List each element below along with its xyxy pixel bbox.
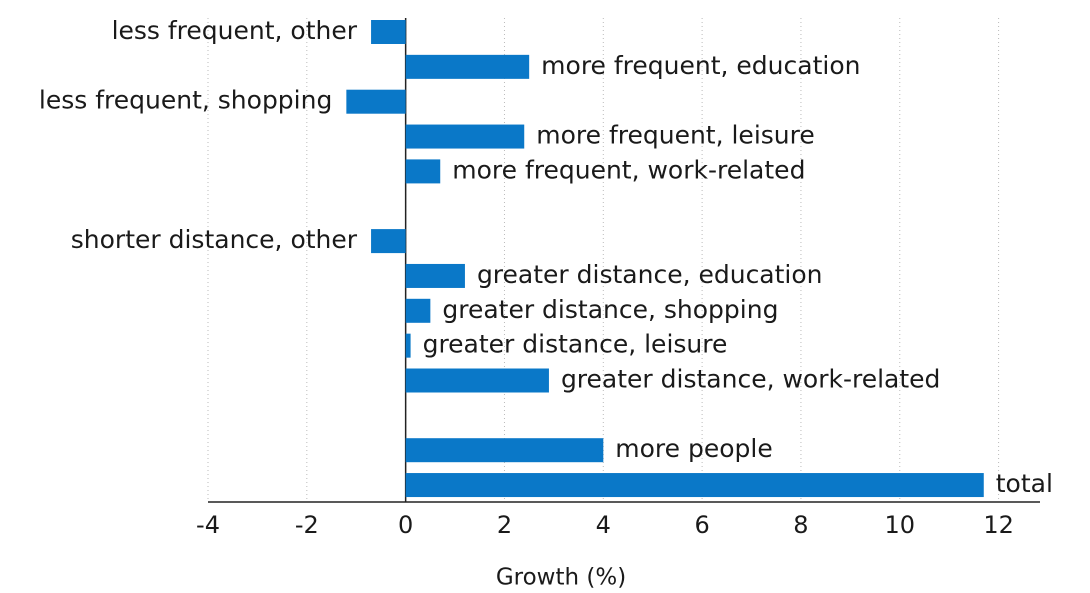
category-label: more frequent, leisure bbox=[536, 121, 815, 150]
bar bbox=[405, 159, 441, 184]
bar bbox=[405, 298, 431, 323]
x-axis-label: Growth (%) bbox=[496, 565, 626, 591]
x-tick-label: 6 bbox=[694, 511, 709, 539]
category-label: greater distance, leisure bbox=[423, 330, 728, 359]
category-label: total bbox=[996, 469, 1053, 498]
category-label: less frequent, other bbox=[112, 16, 358, 45]
x-tick-label: 0 bbox=[398, 511, 413, 539]
category-label: less frequent, shopping bbox=[39, 86, 332, 115]
bar bbox=[405, 263, 465, 288]
x-tick-label: 4 bbox=[596, 511, 611, 539]
category-label: shorter distance, other bbox=[71, 225, 358, 254]
x-tick-label: 2 bbox=[497, 511, 512, 539]
x-tick-label: 8 bbox=[793, 511, 808, 539]
bar bbox=[405, 333, 411, 358]
category-label: more frequent, education bbox=[541, 51, 860, 80]
bar bbox=[346, 89, 406, 114]
bar bbox=[371, 229, 406, 254]
category-label: greater distance, shopping bbox=[442, 295, 778, 324]
x-tick-label: -4 bbox=[196, 511, 220, 539]
category-label: more frequent, work-related bbox=[452, 155, 805, 184]
bar bbox=[371, 20, 406, 44]
x-tick-label: 12 bbox=[983, 511, 1014, 539]
category-label: greater distance, education bbox=[477, 260, 823, 289]
x-tick-label: -2 bbox=[295, 511, 319, 539]
bar bbox=[405, 473, 984, 498]
category-label: greater distance, work-related bbox=[561, 365, 940, 394]
bar bbox=[405, 368, 549, 393]
x-tick-label: 10 bbox=[884, 511, 915, 539]
bar bbox=[405, 438, 604, 463]
category-label: more people bbox=[615, 434, 772, 463]
bar bbox=[405, 124, 525, 149]
bar bbox=[405, 54, 530, 79]
